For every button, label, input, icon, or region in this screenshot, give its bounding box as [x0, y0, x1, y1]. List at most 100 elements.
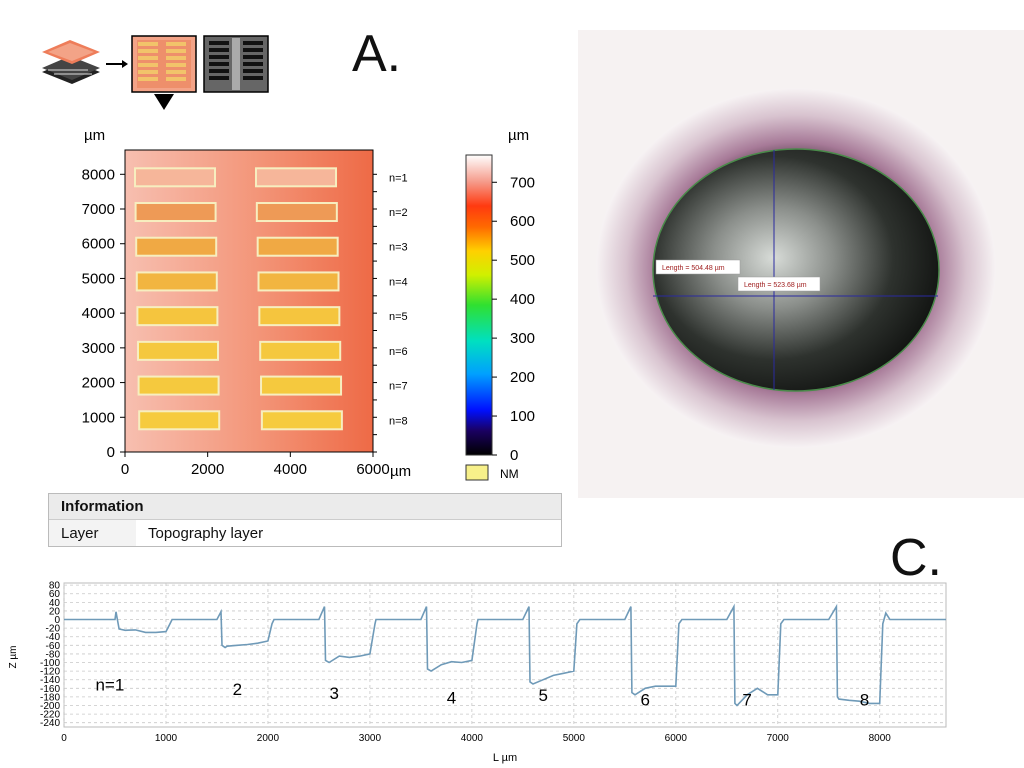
measurement-label-2: Length = 523.68 µm	[744, 282, 807, 289]
well	[135, 271, 218, 292]
wells-group	[134, 167, 343, 431]
measurement-label-1: Length = 504.48 µm	[662, 265, 725, 272]
well	[135, 236, 218, 257]
colorbar-tick-label: 0	[510, 447, 518, 464]
y-tick-label: 60	[49, 589, 61, 600]
y-axis-label: Z µm	[8, 646, 19, 669]
y-tick-label: 5000	[82, 270, 115, 287]
row-label: n=4	[389, 276, 408, 288]
well	[136, 306, 219, 327]
y-tick-label: 40	[49, 598, 61, 609]
heatmap-area	[124, 149, 374, 453]
row-label: n=1	[389, 172, 408, 184]
profile-annotation: 4	[447, 688, 456, 707]
well	[134, 202, 217, 223]
row-labels: n=1 n=2 n=3 n=4 n=5 n=6 n=7 n=8	[389, 172, 408, 427]
y-tick-label: -80	[46, 649, 61, 660]
y-tick-label: -100	[40, 658, 60, 669]
info-value: Topography layer	[148, 524, 264, 542]
hole	[652, 148, 940, 392]
y-tick-label: -60	[46, 641, 61, 652]
colorbar-tick-label: 400	[510, 291, 535, 308]
y-tick-label: -180	[40, 692, 60, 703]
x-axis: 0 1000 2000 3000 4000 5000 6000 7000 8000	[61, 733, 891, 744]
colorbar-tick-label: 700	[510, 174, 535, 191]
well	[255, 202, 338, 223]
colorbar-tick-label: 600	[510, 213, 535, 230]
profile-annotation: 3	[329, 684, 338, 703]
well	[257, 271, 340, 292]
x-tick-label: 6000	[665, 733, 688, 744]
info-row: Layer Topography layer	[49, 520, 561, 546]
y-tick-label: 0	[107, 444, 115, 461]
colorbar-gradient	[465, 154, 493, 456]
y-tick-label: 1000	[82, 409, 115, 426]
well	[134, 167, 216, 188]
colorbar: µm 0 100 200 300 400 500 600 700 NM	[465, 127, 535, 481]
y-tick-label: -40	[46, 632, 61, 643]
y-tick-label: 2000	[82, 375, 115, 392]
y-tick-label: 6000	[82, 236, 115, 253]
y-tick-label: 20	[49, 606, 61, 617]
profile-annotation: 2	[233, 680, 242, 699]
colorbar-tick-label: 300	[510, 330, 535, 347]
x-tick-label: 7000	[767, 733, 790, 744]
colorbar-tick-label: 500	[510, 252, 535, 269]
topography-thumbnail	[131, 35, 197, 93]
well	[259, 340, 342, 361]
profile-annotation: 7	[742, 691, 751, 710]
x-unit-label: µm	[390, 463, 411, 480]
row-label: n=8	[389, 415, 408, 427]
x-tick-label: 6000	[356, 461, 389, 478]
y-tick-label: -140	[40, 675, 60, 686]
colorbar-unit: µm	[508, 127, 529, 144]
well	[255, 167, 337, 188]
row-label: n=7	[389, 381, 408, 393]
nm-swatch	[465, 464, 489, 481]
annotations: n=1 2 3 4 5 6 7 8	[95, 675, 869, 709]
y-tick-label: 8000	[82, 166, 115, 183]
microscope-image: Length = 504.48 µm Length = 523.68 µm	[578, 30, 1024, 498]
y-tick-label: 4000	[82, 305, 115, 322]
profile-annotation: 5	[539, 686, 548, 705]
topography-heatmap: µm 0 1000 2000 3000 4000 5000 6000 7000 8000 0 20…	[82, 127, 412, 480]
panel-label-c: C.	[890, 529, 942, 587]
colorbar-tick-label: 200	[510, 369, 535, 386]
fabrication-schematic	[42, 35, 269, 110]
x-tick-label: 0	[61, 733, 67, 744]
colorbar-tick-label: 100	[510, 408, 535, 425]
row-label: n=3	[389, 242, 408, 254]
y-tick-label: 0	[54, 615, 60, 626]
row-label: n=2	[389, 207, 408, 219]
y-tick-label: -160	[40, 684, 60, 695]
profile-annotation: 8	[860, 691, 869, 710]
y-axis: 806040200-20-40-60-80-100-120-140-160-18…	[40, 581, 60, 730]
y-tick-label: -200	[40, 701, 60, 712]
layer-stack-icon	[42, 40, 100, 84]
y-tick-label: -240	[40, 718, 60, 729]
x-tick-label: 2000	[257, 733, 280, 744]
well	[260, 410, 343, 431]
well	[260, 375, 343, 396]
x-tick-label: 4000	[274, 461, 307, 478]
y-tick-label: 3000	[82, 340, 115, 357]
y-tick-label: 7000	[82, 201, 115, 218]
info-key: Layer	[49, 520, 136, 546]
info-table: Information Layer Topography layer	[48, 493, 562, 547]
x-tick-label: 8000	[869, 733, 892, 744]
well	[256, 236, 339, 257]
well	[138, 410, 221, 431]
y-tick-label: 80	[49, 581, 61, 592]
well	[137, 340, 219, 361]
x-tick-label: 2000	[191, 461, 224, 478]
y-unit-label: µm	[84, 127, 105, 144]
colorbar-ticks: 0 100 200 300 400 500 600 700	[492, 174, 535, 464]
x-tick-label: 3000	[359, 733, 382, 744]
nm-label: NM	[500, 467, 519, 481]
x-tick-label: 1000	[155, 733, 178, 744]
mask-thumbnail	[203, 35, 269, 93]
row-label: n=5	[389, 311, 408, 323]
profile-chart: 806040200-20-40-60-80-100-120-140-160-18…	[8, 581, 947, 764]
profile-annotation: n=1	[95, 675, 124, 694]
y-tick-label: -20	[46, 624, 61, 635]
